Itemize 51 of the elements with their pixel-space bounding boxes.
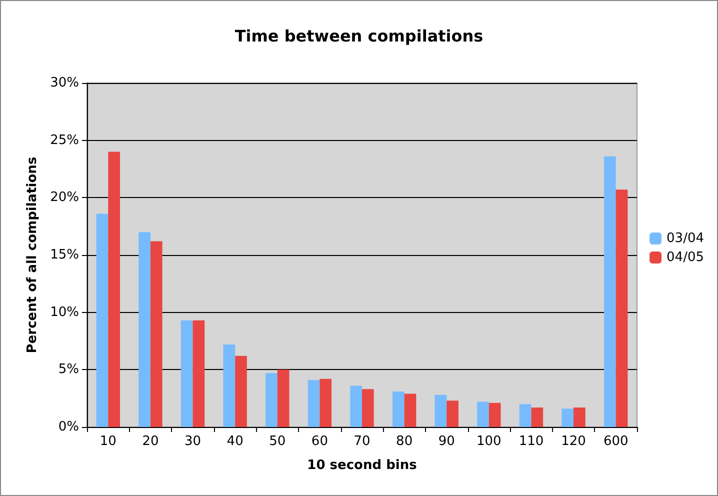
bar (519, 404, 532, 427)
bar (192, 320, 205, 427)
bar (488, 402, 501, 427)
x-tick-label: 20 (142, 434, 159, 449)
bar (308, 380, 320, 427)
y-tick-label: 20% (50, 190, 79, 206)
bar (392, 391, 404, 427)
x-tick-label: 50 (269, 434, 286, 449)
legend-label: 04/05 (666, 250, 704, 265)
x-tick-label: 100 (476, 434, 502, 449)
bar (277, 370, 290, 427)
bar (404, 394, 416, 427)
x-axis-title: 10 second bins (307, 458, 418, 473)
legend-label: 03/04 (666, 231, 704, 246)
y-tick-label: 10% (50, 304, 79, 320)
bar (138, 232, 150, 427)
bar (446, 400, 458, 427)
bar (562, 408, 574, 427)
x-tick-label: 110 (518, 434, 544, 449)
bar (266, 373, 278, 427)
bar (434, 394, 447, 427)
y-tick-label: 0% (58, 420, 79, 434)
bar (477, 402, 489, 427)
bar (108, 152, 120, 427)
x-tick-label: 30 (184, 434, 202, 449)
x-tick-label: 60 (311, 434, 328, 449)
bar (223, 344, 236, 427)
x-tick-label: 40 (226, 434, 244, 449)
x-tick-label: 600 (603, 434, 628, 449)
bar (96, 214, 108, 427)
y-tick-label: 15% (50, 248, 79, 262)
y-tick-label: 30% (50, 76, 79, 90)
x-tick-label: 70 (354, 434, 370, 449)
bar (180, 320, 193, 427)
bar (235, 356, 247, 427)
x-tick-label: 80 (396, 434, 413, 449)
bar (320, 378, 332, 427)
bar (574, 408, 586, 427)
bar (616, 190, 628, 427)
bar (362, 389, 374, 427)
y-axis-title: Percent of all compilations (25, 156, 40, 354)
chart-title: Time between compilations (234, 26, 484, 46)
x-tick-label: 10 (100, 434, 116, 449)
x-tick-label: 90 (438, 434, 455, 449)
bar (350, 386, 362, 427)
bar (531, 408, 544, 427)
bar (150, 241, 162, 427)
y-tick-label: 25% (50, 132, 79, 148)
bar (604, 156, 616, 427)
x-tick-label: 120 (561, 434, 586, 449)
y-tick-label: 5% (58, 362, 79, 378)
